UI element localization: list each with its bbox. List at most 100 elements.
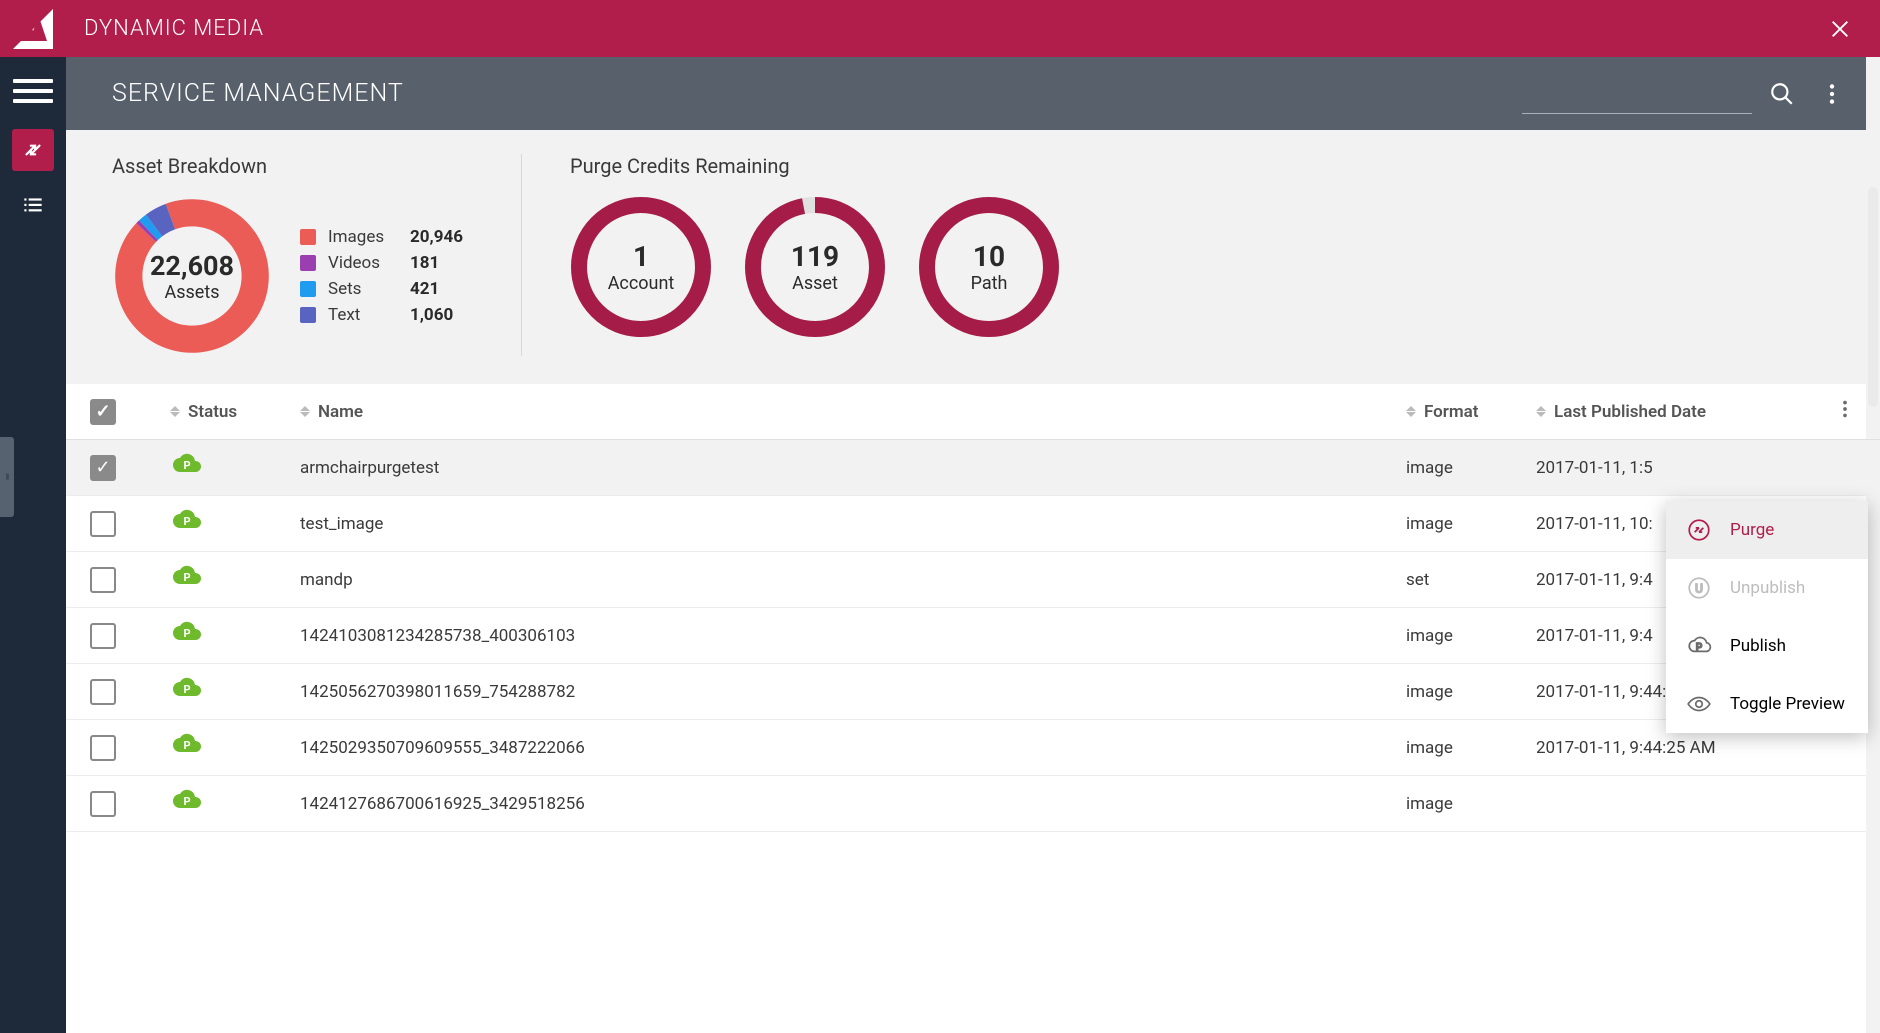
svg-text:P: P — [183, 627, 190, 640]
asset-total-label: Assets — [164, 282, 219, 303]
legend-value: 421 — [410, 279, 439, 299]
table-row[interactable]: P mandp set 2017-01-11, 9:4 — [66, 552, 1880, 608]
status-published-icon: P — [170, 678, 204, 700]
table-row[interactable]: P 1425029350709609555_3487222066 image 2… — [66, 720, 1880, 776]
page-more-button[interactable] — [1812, 74, 1852, 114]
row-name: 1425029350709609555_3487222066 — [300, 738, 1406, 758]
legend-value: 1,060 — [410, 305, 453, 325]
row-name: test_image — [300, 514, 1406, 534]
legend-value: 20,946 — [410, 227, 463, 247]
svg-text:P: P — [183, 571, 190, 584]
legend-value: 181 — [410, 253, 439, 273]
row-name: armchairpurgetest — [300, 458, 1406, 478]
menu-toggle-button[interactable] — [13, 71, 53, 111]
vertical-scrollbar[interactable] — [1866, 57, 1880, 1033]
legend-swatch — [300, 229, 316, 245]
purge-icon — [1686, 517, 1712, 543]
row-name: 1424127686700616925_3429518256 — [300, 794, 1406, 814]
row-checkbox[interactable] — [90, 623, 116, 649]
context-menu-item-purge[interactable]: Purge — [1666, 501, 1868, 559]
context-menu-item-publish[interactable]: PPublish — [1666, 617, 1868, 675]
toggle-preview-icon — [1686, 691, 1712, 717]
asset-breakdown-card: Asset Breakdown 22,608 Assets Images20,9… — [112, 154, 522, 356]
legend-swatch — [300, 255, 316, 271]
status-published-icon: P — [170, 510, 204, 532]
column-header-status[interactable]: Status — [170, 402, 300, 422]
row-name: 1424103081234285738_400306103 — [300, 626, 1406, 646]
svg-text:P: P — [183, 459, 190, 472]
page-header: SERVICE MANAGEMENT — [66, 57, 1880, 130]
app-header: DYNAMIC MEDIA — [0, 0, 1880, 57]
row-format: image — [1406, 738, 1536, 758]
svg-text:P: P — [183, 795, 190, 808]
table-row[interactable]: P test_image image 2017-01-11, 10: — [66, 496, 1880, 552]
table-row[interactable]: P 1424103081234285738_400306103 image 20… — [66, 608, 1880, 664]
table-header: Status Name Format Last Published Date — [66, 384, 1880, 440]
svg-text:P: P — [183, 739, 190, 752]
status-published-icon: P — [170, 790, 204, 812]
select-all-checkbox[interactable] — [90, 399, 116, 425]
credit-ring-label: Account — [608, 273, 675, 294]
legend-row: Text 1,060 — [300, 305, 463, 325]
table-row[interactable]: P 1425056270398011659_754288782 image 20… — [66, 664, 1880, 720]
context-menu-label: Toggle Preview — [1730, 694, 1845, 714]
row-checkbox[interactable] — [90, 679, 116, 705]
content-area: SERVICE MANAGEMENT Asset Breakdown — [66, 57, 1880, 1033]
row-checkbox[interactable] — [90, 455, 116, 481]
row-checkbox[interactable] — [90, 735, 116, 761]
context-menu-item-toggle-preview[interactable]: Toggle Preview — [1666, 675, 1868, 733]
legend-label: Videos — [328, 253, 398, 273]
sidebar — [0, 57, 66, 1033]
legend-label: Images — [328, 227, 398, 247]
row-date: 2017-01-11, 9:44:25 AM — [1536, 738, 1816, 758]
row-name: mandp — [300, 570, 1406, 590]
row-context-menu: Purge U Unpublish PPublish Toggle Preview — [1666, 501, 1868, 733]
unpublish-icon: U — [1686, 575, 1712, 601]
row-format: image — [1406, 458, 1536, 478]
publish-icon: P — [1686, 633, 1712, 659]
sidebar-item-list[interactable] — [12, 185, 54, 227]
stats-panel: Asset Breakdown 22,608 Assets Images20,9… — [66, 130, 1880, 384]
page-title: SERVICE MANAGEMENT — [112, 79, 404, 108]
row-checkbox[interactable] — [90, 511, 116, 537]
column-header-name[interactable]: Name — [300, 402, 1406, 422]
row-checkbox[interactable] — [90, 791, 116, 817]
close-button[interactable] — [1820, 9, 1860, 49]
purge-credits-title: Purge Credits Remaining — [570, 154, 1834, 178]
app-title: DYNAMIC MEDIA — [84, 16, 264, 41]
row-checkbox[interactable] — [90, 567, 116, 593]
sidebar-resize-handle[interactable] — [0, 437, 14, 517]
svg-text:P: P — [1696, 642, 1702, 653]
context-menu-label: Purge — [1730, 520, 1774, 540]
svg-text:P: P — [183, 683, 190, 696]
status-published-icon: P — [170, 622, 204, 644]
table-more-button[interactable] — [1834, 398, 1856, 425]
column-header-format[interactable]: Format — [1406, 402, 1536, 422]
credit-ring-label: Asset — [792, 273, 838, 294]
credit-ring: 119 Asset — [744, 196, 886, 338]
context-menu-label: Unpublish — [1730, 578, 1805, 598]
row-format: set — [1406, 570, 1536, 590]
status-published-icon: P — [170, 734, 204, 756]
row-format: image — [1406, 514, 1536, 534]
row-name: 1425056270398011659_754288782 — [300, 682, 1406, 702]
status-published-icon: P — [170, 566, 204, 588]
credit-ring-value: 1 — [633, 240, 649, 273]
table-row[interactable]: P armchairpurgetest image 2017-01-11, 1:… — [66, 440, 1880, 496]
asset-breakdown-legend: Images20,946Videos181Sets421Text1,060 — [300, 227, 463, 325]
credit-ring-value: 119 — [791, 240, 839, 273]
credit-ring: 10 Path — [918, 196, 1060, 338]
sidebar-item-service[interactable] — [12, 129, 54, 171]
row-format: image — [1406, 626, 1536, 646]
purge-credits-card: Purge Credits Remaining 1 Account 119 As… — [522, 154, 1834, 356]
row-date: 2017-01-11, 1:5 — [1536, 458, 1816, 478]
asset-breakdown-donut: 22,608 Assets — [112, 196, 272, 356]
asset-total-value: 22,608 — [150, 250, 234, 282]
column-header-date[interactable]: Last Published Date — [1536, 402, 1816, 422]
credit-ring-label: Path — [971, 273, 1008, 294]
search-input[interactable] — [1522, 83, 1752, 114]
table-row[interactable]: P 1424127686700616925_3429518256 image — [66, 776, 1880, 832]
search-icon[interactable] — [1762, 74, 1802, 114]
legend-row: Videos 181 — [300, 253, 463, 273]
legend-label: Text — [328, 305, 398, 325]
